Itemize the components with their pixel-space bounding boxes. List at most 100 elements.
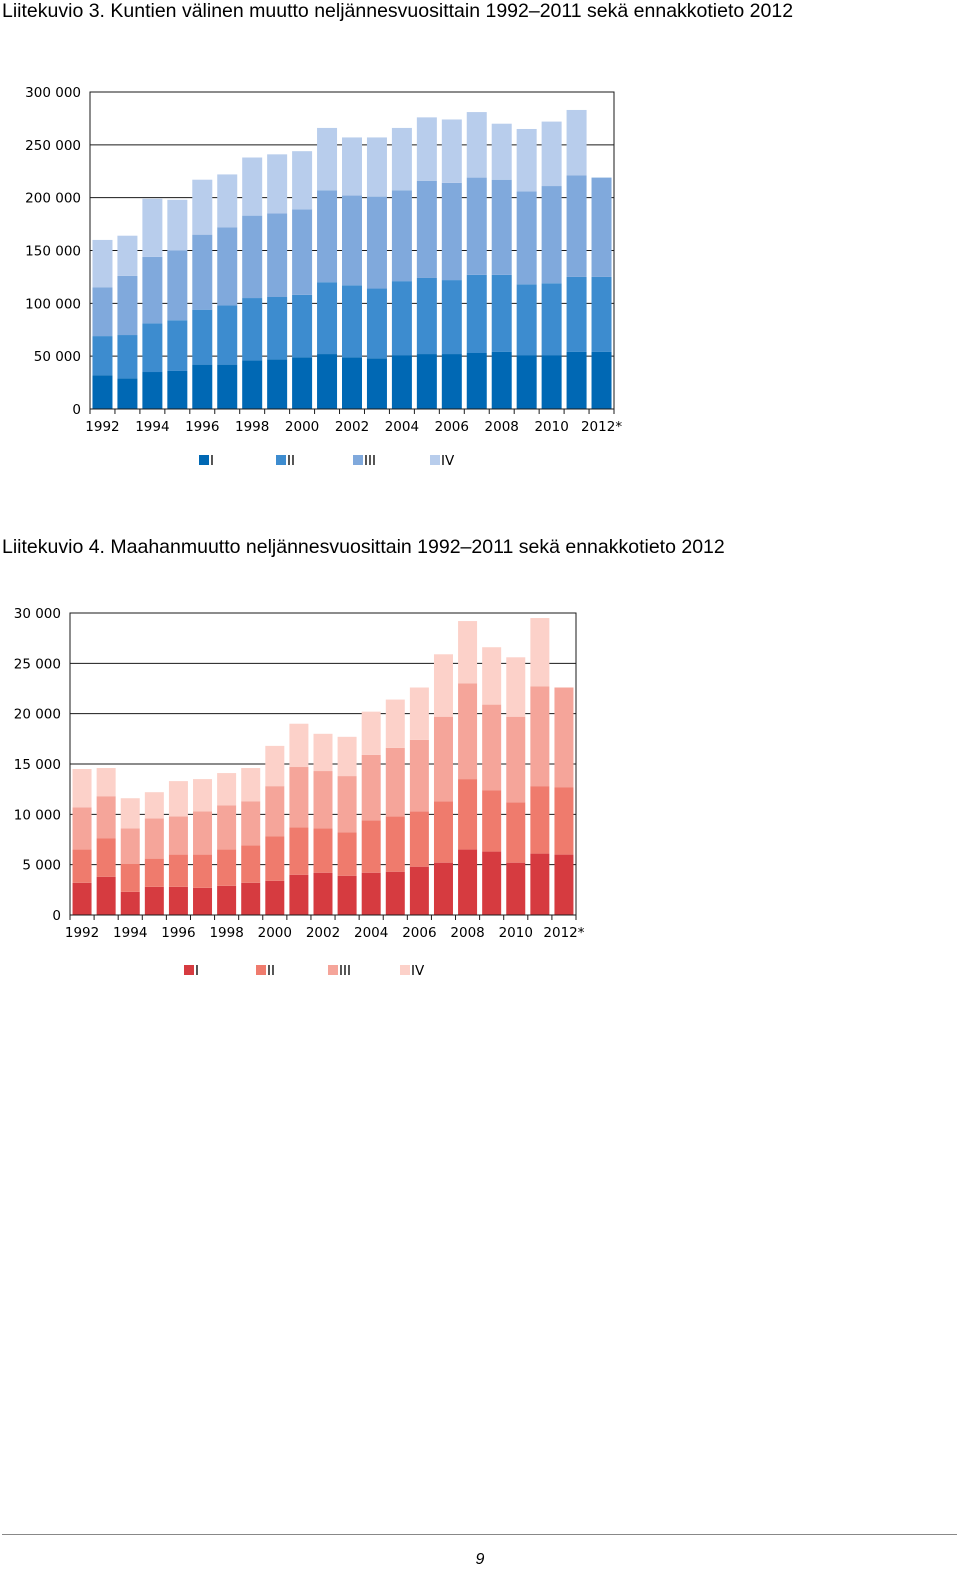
fig4-bar-1993-q1: [96, 876, 116, 915]
fig3-bar-2006-q4: [441, 119, 462, 183]
fig4-bar-2012*-q1: [554, 854, 574, 915]
fig3-x-tick-label: 1996: [185, 419, 219, 435]
fig4-bar-2002-q3: [313, 771, 333, 829]
fig4-bar-2006-q2: [409, 811, 429, 867]
fig3-legend-label-III: III: [364, 453, 376, 469]
fig3-bar-2004-q3: [391, 190, 412, 282]
fig3-y-tick-label: 150 000: [25, 244, 81, 260]
fig3-y-tick-label: 300 000: [25, 85, 81, 101]
fig3-bar-2012*-q3: [591, 177, 612, 277]
fig3-bar-2002-q1: [342, 357, 362, 409]
fig4-bar-2008-q4: [458, 621, 478, 684]
fig4-bar-2012*-q2: [554, 787, 574, 855]
fig3-bar-2001-q2: [317, 282, 338, 355]
fig3-bar-2004-q2: [391, 281, 412, 356]
fig4-bar-2006-q3: [409, 739, 429, 812]
fig3-bar-2005-q3: [416, 180, 437, 278]
fig4-bar-1998-q3: [217, 805, 237, 850]
fig4-x-tick-label: 2006: [402, 925, 436, 941]
fig3-x-tick-label: 2012*: [581, 419, 622, 435]
fig3-bar-2004-q4: [391, 127, 412, 191]
fig4-bar-2011-q3: [530, 686, 550, 787]
fig4-bar-2009-q3: [482, 704, 502, 791]
fig4-bar-1994-q3: [120, 828, 140, 864]
fig4-bar-2002-q1: [313, 872, 333, 915]
fig3-legend-label-II: II: [287, 453, 295, 469]
fig4-bar-2000-q4: [265, 745, 285, 787]
fig4-bar-1993-q3: [96, 796, 116, 839]
fig3-bar-2007-q1: [466, 352, 487, 409]
fig4-legend-label-III: III: [339, 963, 351, 979]
fig4-bar-2011-q4: [530, 618, 550, 687]
fig3-bar-2003-q2: [366, 288, 387, 359]
fig3-bar-1997-q1: [217, 364, 238, 409]
fig4-bar-2004-q1: [361, 872, 381, 915]
fig3-bar-1999-q4: [267, 154, 288, 214]
footer-divider: [2, 1534, 957, 1535]
fig3-bar-1998-q2: [242, 298, 263, 361]
fig3-bar-2010-q1: [541, 355, 562, 409]
fig4-bar-2008-q1: [458, 849, 478, 915]
fig3-bar-2011-q1: [566, 351, 587, 409]
page-number: 9: [475, 1551, 485, 1568]
fig4-bar-1996-q2: [168, 854, 188, 887]
fig3-bar-2002-q3: [342, 195, 362, 286]
fig3-x-tick-label: 2008: [485, 419, 519, 435]
fig4-bar-1998-q1: [217, 885, 237, 915]
fig4-plot-frame: [69, 612, 577, 916]
fig3-bar-2002-q4: [342, 137, 362, 196]
fig3-legend-label-I: I: [210, 453, 214, 469]
fig4-bar-1999-q4: [241, 768, 261, 802]
fig4-bar-1999-q1: [241, 882, 261, 915]
fig4-bar-1994-q2: [120, 863, 140, 892]
fig4-legend-swatch-III: [328, 965, 338, 975]
fig3-bar-2008-q1: [491, 351, 512, 409]
fig4-bar-1995-q3: [144, 818, 164, 859]
fig4-bar-2001-q3: [289, 767, 309, 828]
fig4-y-tick-label: 10 000: [14, 807, 61, 823]
fig4-bar-2005-q2: [385, 816, 405, 872]
fig3-bar-2000-q4: [292, 151, 313, 210]
fig3-bar-1993-q4: [117, 235, 138, 276]
figure-3-chart: 0 50 000 100 000 150 000 200 000 250 000 300 0…: [25, 85, 622, 469]
fig3-bar-1995-q2: [167, 320, 188, 371]
fig4-bar-1993-q2: [96, 838, 116, 877]
fig4-bar-1996-q4: [168, 781, 188, 817]
fig3-bar-1992-q1: [92, 375, 113, 409]
fig4-bar-2007-q4: [433, 654, 453, 717]
fig3-y-tick-label: 100 000: [25, 296, 81, 312]
fig4-bar-2008-q2: [458, 779, 478, 850]
fig4-bar-1993-q4: [96, 768, 116, 797]
fig4-y-tick-label: 15 000: [14, 757, 61, 773]
fig4-bar-1995-q1: [144, 886, 164, 915]
fig4-bar-2003-q2: [337, 832, 357, 876]
fig4-bar-2003-q3: [337, 776, 357, 833]
fig3-bar-2008-q3: [491, 179, 512, 275]
fig3-bar-1998-q4: [242, 157, 263, 216]
fig3-y-tick-label: 200 000: [25, 191, 81, 207]
fig4-bar-2004-q4: [361, 711, 381, 755]
fig3-bar-2007-q3: [466, 177, 487, 275]
fig3-bar-2002-q2: [342, 285, 362, 358]
fig4-x-tick-label: 2012*: [543, 925, 584, 941]
fig4-bar-2005-q4: [385, 699, 405, 748]
fig3-bar-1998-q3: [242, 215, 263, 299]
fig3-bar-2009-q4: [516, 128, 537, 192]
fig3-bar-2004-q1: [391, 355, 412, 409]
fig4-bar-2009-q4: [482, 647, 502, 705]
fig3-bar-1996-q3: [192, 234, 213, 310]
fig3-bar-2005-q1: [416, 354, 437, 409]
fig4-y-tick-label: 25 000: [14, 656, 61, 672]
figure-3-title: Liitekuvio 3. Kuntien välinen muutto nel…: [2, 0, 794, 22]
fig4-legend-swatch-II: [256, 965, 266, 975]
fig3-bar-1995-q3: [167, 250, 188, 321]
fig4-legend-label-IV: IV: [411, 963, 425, 979]
fig3-x-tick-label: 2010: [534, 419, 568, 435]
fig3-bar-2009-q1: [516, 355, 537, 409]
fig4-bar-1992-q4: [72, 769, 92, 808]
fig3-bar-2011-q3: [566, 175, 587, 277]
fig3-x-tick-label: 2000: [285, 419, 319, 435]
fig4-x-tick-label: 2008: [450, 925, 484, 941]
fig3-bar-2009-q2: [516, 284, 537, 356]
fig3-bar-2005-q2: [416, 277, 437, 355]
